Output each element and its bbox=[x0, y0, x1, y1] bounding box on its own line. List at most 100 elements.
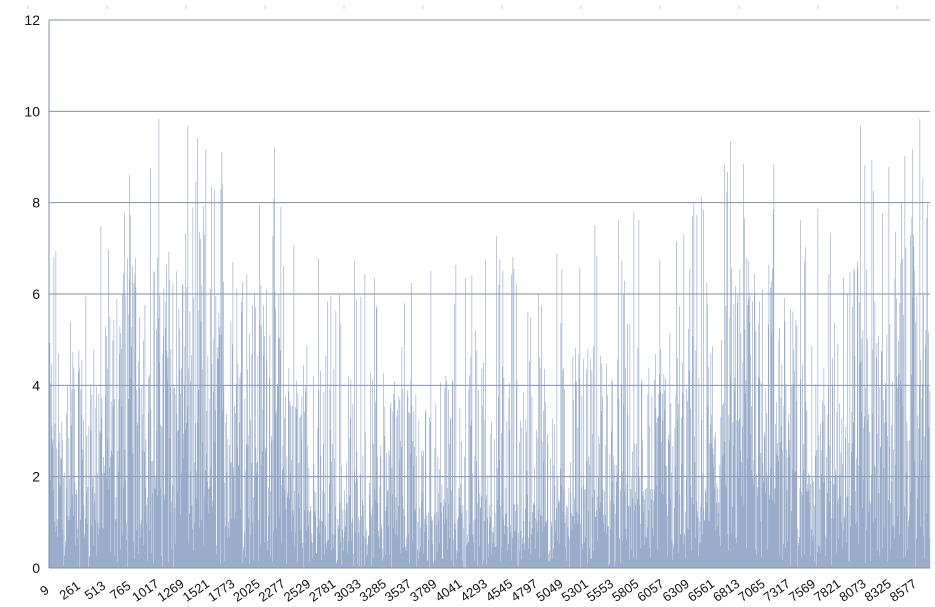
bar bbox=[733, 445, 734, 568]
bar bbox=[805, 247, 806, 568]
bar bbox=[539, 558, 541, 568]
bar bbox=[225, 422, 227, 568]
bar bbox=[409, 563, 410, 568]
bar bbox=[710, 353, 712, 568]
bar bbox=[556, 508, 557, 568]
bar bbox=[612, 381, 613, 568]
bar bbox=[523, 392, 524, 568]
bar bbox=[701, 196, 702, 568]
bar bbox=[619, 539, 621, 568]
bar bbox=[573, 515, 575, 568]
bar bbox=[382, 548, 384, 568]
bar bbox=[501, 433, 502, 568]
bar bbox=[57, 536, 58, 568]
bar bbox=[903, 314, 904, 568]
bar bbox=[656, 422, 657, 568]
bar bbox=[868, 511, 870, 568]
bar bbox=[91, 394, 93, 568]
bar bbox=[580, 523, 582, 568]
bar bbox=[826, 456, 827, 568]
bar bbox=[322, 521, 323, 568]
bar bbox=[235, 413, 236, 568]
bar bbox=[539, 357, 540, 568]
bar bbox=[363, 536, 365, 568]
bar bbox=[289, 401, 291, 568]
bar bbox=[749, 323, 750, 568]
bar bbox=[61, 460, 62, 568]
bar bbox=[706, 502, 707, 568]
bar bbox=[91, 524, 92, 568]
bar bbox=[504, 525, 506, 568]
bar bbox=[340, 322, 342, 568]
bar bbox=[909, 516, 911, 568]
bar bbox=[632, 451, 633, 568]
bar bbox=[81, 359, 83, 568]
bar bbox=[327, 540, 329, 568]
bar bbox=[430, 270, 432, 568]
bar bbox=[427, 560, 428, 568]
bar bbox=[496, 546, 498, 568]
bar bbox=[291, 459, 292, 568]
bar bbox=[279, 516, 281, 568]
bar bbox=[607, 394, 608, 568]
bar bbox=[761, 382, 763, 568]
bar bbox=[467, 534, 468, 568]
bar bbox=[144, 451, 145, 568]
bar bbox=[508, 544, 509, 568]
bar bbox=[905, 247, 907, 568]
bar bbox=[888, 166, 890, 568]
bar bbox=[386, 452, 387, 568]
bar bbox=[94, 493, 96, 568]
bar bbox=[886, 334, 888, 568]
bar bbox=[802, 364, 803, 568]
bar bbox=[756, 474, 757, 568]
bar bbox=[581, 396, 583, 568]
bar bbox=[342, 529, 343, 568]
bar bbox=[79, 367, 80, 568]
bar bbox=[163, 288, 165, 568]
bar bbox=[712, 346, 713, 568]
bar bbox=[226, 472, 228, 568]
bar bbox=[431, 516, 432, 568]
bar bbox=[793, 384, 794, 568]
bar bbox=[97, 472, 98, 568]
bar bbox=[345, 526, 346, 568]
y-tick-label-4: 4 bbox=[32, 377, 40, 393]
bar bbox=[246, 444, 247, 568]
bar bbox=[737, 302, 738, 568]
bar bbox=[550, 457, 551, 568]
bar bbox=[748, 261, 750, 568]
bar bbox=[510, 532, 512, 568]
bar bbox=[681, 464, 683, 568]
bar bbox=[416, 566, 418, 568]
bar bbox=[290, 472, 291, 568]
bar bbox=[225, 526, 226, 568]
bar bbox=[856, 458, 857, 568]
bar bbox=[650, 488, 651, 568]
bar bbox=[684, 534, 686, 568]
bar bbox=[741, 495, 742, 568]
bar bbox=[520, 530, 522, 568]
bar bbox=[410, 378, 412, 568]
bar bbox=[363, 505, 364, 568]
bar bbox=[211, 364, 213, 568]
bar bbox=[752, 301, 753, 568]
bar bbox=[607, 525, 609, 568]
bar bbox=[800, 220, 801, 568]
bar bbox=[332, 444, 333, 568]
bar bbox=[395, 534, 396, 568]
bar bbox=[657, 417, 658, 568]
bar bbox=[179, 329, 181, 568]
bar bbox=[330, 295, 332, 568]
bar bbox=[258, 561, 259, 568]
bar bbox=[683, 234, 685, 568]
bar bbox=[120, 549, 121, 568]
bar bbox=[230, 321, 232, 568]
bar bbox=[774, 488, 776, 568]
bar bbox=[89, 556, 91, 568]
bar bbox=[296, 409, 298, 568]
bar bbox=[742, 426, 743, 568]
bar bbox=[579, 267, 581, 568]
bar bbox=[383, 557, 385, 568]
